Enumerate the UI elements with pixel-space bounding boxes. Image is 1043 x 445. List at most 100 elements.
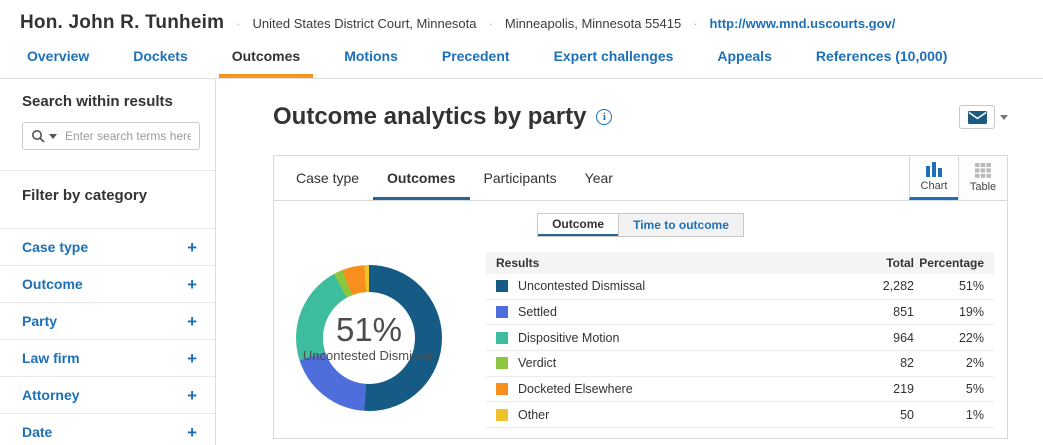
results-table-body: Uncontested Dismissal 2,282 51% Settled 851 1… [486, 274, 994, 429]
page-title: Outcome analytics by party [273, 103, 587, 130]
result-label-cell: Dispositive Motion [486, 331, 844, 345]
main-panel: Outcome analytics by party i Case type Ou… [216, 79, 1043, 445]
result-row-uncontested-dismissal: Uncontested Dismissal 2,282 51% [486, 274, 994, 300]
result-percentage: 51% [958, 279, 984, 294]
expand-plus-icon[interactable]: + [187, 311, 197, 331]
search-box[interactable] [22, 122, 200, 150]
filter-category-party[interactable]: Party + [0, 302, 215, 339]
filter-section: Filter by category [0, 171, 215, 228]
expand-plus-icon[interactable]: + [187, 385, 197, 405]
envelope-icon [967, 110, 987, 124]
info-icon[interactable]: i [596, 109, 613, 125]
result-percentage: 5% [965, 382, 984, 397]
card-tab-year[interactable]: Year [584, 170, 613, 186]
table-grid-icon [975, 163, 991, 178]
card-tabbar: Case type Outcomes Participants Year Chart [274, 156, 1007, 201]
toggle-outcome[interactable]: Outcome [538, 214, 619, 236]
result-percentage: 19% [958, 305, 984, 320]
legend-swatch-icon [496, 331, 508, 344]
expand-plus-icon[interactable]: + [187, 422, 197, 442]
search-input[interactable] [65, 129, 191, 143]
nav-tab-dockets[interactable]: Dockets [133, 48, 188, 64]
donut-column: 51% Uncontested Dismissal [274, 252, 486, 428]
filter-category-case-type[interactable]: Case type + [0, 228, 215, 265]
result-label: Uncontested Dismissal [518, 279, 646, 294]
result-label: Other [518, 407, 550, 422]
separator-dot: · [236, 15, 241, 31]
result-label-cell: Other [486, 408, 844, 422]
filter-category-outcome[interactable]: Outcome + [0, 265, 215, 302]
judge-name: Hon. John R. Tunheim [20, 12, 225, 33]
expand-plus-icon[interactable]: + [187, 274, 197, 294]
title-row: Outcome analytics by party i [273, 103, 1008, 131]
filter-category-date[interactable]: Date + [0, 413, 215, 445]
card-tab-case-type[interactable]: Case type [296, 170, 360, 186]
analytics-card: Case type Outcomes Participants Year Chart [273, 155, 1008, 439]
table-view-button[interactable]: Table [958, 156, 1007, 200]
result-percentage: 22% [958, 330, 984, 345]
sidebar: Search within results Filter by category… [0, 79, 216, 445]
court-location: Minneapolis, Minnesota 55415 [504, 15, 682, 31]
legend-swatch-icon [496, 280, 508, 293]
filter-category-label: Date [22, 424, 53, 440]
filter-category-label: Attorney [22, 387, 80, 403]
nav-tab-outcomes[interactable]: Outcomes [218, 40, 314, 78]
separator-dot: · [488, 15, 493, 31]
result-label-cell: Settled [486, 305, 844, 319]
separator-dot: · [693, 15, 698, 31]
card-inner-tabs: Case type Outcomes Participants Year [274, 156, 909, 200]
filter-category-list: Case type + Outcome + Party + Law firm + Attorne… [0, 228, 215, 445]
results-table-header: Results Total Percentage [486, 252, 994, 274]
donut-chart[interactable]: 51% Uncontested Dismissal [296, 265, 442, 411]
donut-center-text: Uncontested Dismissal [302, 347, 436, 363]
nav-tab-motions[interactable]: Motions [344, 48, 398, 64]
nav-tab-appeals[interactable]: Appeals [717, 48, 772, 64]
donut-hole [323, 292, 415, 384]
col-header-percentage: Percentage [919, 256, 984, 270]
donut-center-value: 51% [335, 311, 403, 349]
filter-category-label: Outcome [22, 276, 83, 292]
result-row-settled: Settled 851 19% [486, 300, 994, 326]
expand-plus-icon[interactable]: + [187, 237, 197, 257]
court-name: United States District Court, Minnesota [252, 15, 477, 31]
nav-tab-expert-challenges[interactable]: Expert challenges [553, 48, 674, 64]
filter-category-label: Law firm [22, 350, 80, 366]
result-label-cell: Uncontested Dismissal [486, 279, 844, 293]
search-section: Search within results [0, 79, 215, 150]
nav-tab-references-10-000[interactable]: References (10,000) [815, 48, 948, 64]
nav-tab-overview[interactable]: Overview [27, 48, 90, 64]
bar-chart-icon [926, 161, 942, 177]
chart-view-button[interactable]: Chart [909, 156, 958, 200]
table-view-label: Table [969, 181, 997, 193]
legend-swatch-icon [496, 408, 508, 421]
filter-category-attorney[interactable]: Attorney + [0, 376, 215, 413]
result-row-verdict: Verdict 82 2% [486, 351, 994, 377]
result-row-docketed-elsewhere: Docketed Elsewhere 219 5% [486, 377, 994, 403]
expand-plus-icon[interactable]: + [187, 348, 197, 368]
search-icon[interactable] [31, 129, 57, 144]
result-label: Dispositive Motion [518, 330, 620, 345]
result-total: 219 [893, 382, 914, 397]
chart-view-label: Chart [920, 179, 948, 192]
result-label: Docketed Elsewhere [518, 382, 633, 397]
toggle-time-to-outcome[interactable]: Time to outcome [618, 214, 743, 236]
result-total: 2,282 [882, 279, 914, 294]
result-row-other: Other 50 1% [486, 402, 994, 429]
donut-center-label: 51% Uncontested Dismissal [303, 313, 435, 363]
main-nav-tabs: Overview Dockets Outcomes Motions Precedent E… [0, 40, 1043, 79]
nav-tab-precedent[interactable]: Precedent [441, 48, 510, 64]
email-dropdown-caret-icon[interactable] [1000, 114, 1008, 120]
filter-category-law-firm[interactable]: Law firm + [0, 339, 215, 376]
result-label: Settled [518, 305, 557, 320]
result-total: 82 [900, 356, 914, 371]
email-button[interactable] [959, 105, 995, 129]
outcome-toggle: Outcome Time to outcome [537, 213, 744, 237]
chart-row: 51% Uncontested Dismissal Results Total … [274, 252, 1007, 429]
results-table: Results Total Percentage Uncontested Dis… [486, 252, 994, 429]
card-tab-participants[interactable]: Participants [483, 170, 557, 186]
card-tab-outcomes[interactable]: Outcomes [373, 159, 470, 200]
court-website-link[interactable]: http://www.mnd.uscourts.gov/ [709, 15, 896, 31]
result-label-cell: Verdict [486, 356, 844, 370]
result-percentage: 1% [965, 407, 984, 422]
result-label-cell: Docketed Elsewhere [486, 382, 844, 396]
